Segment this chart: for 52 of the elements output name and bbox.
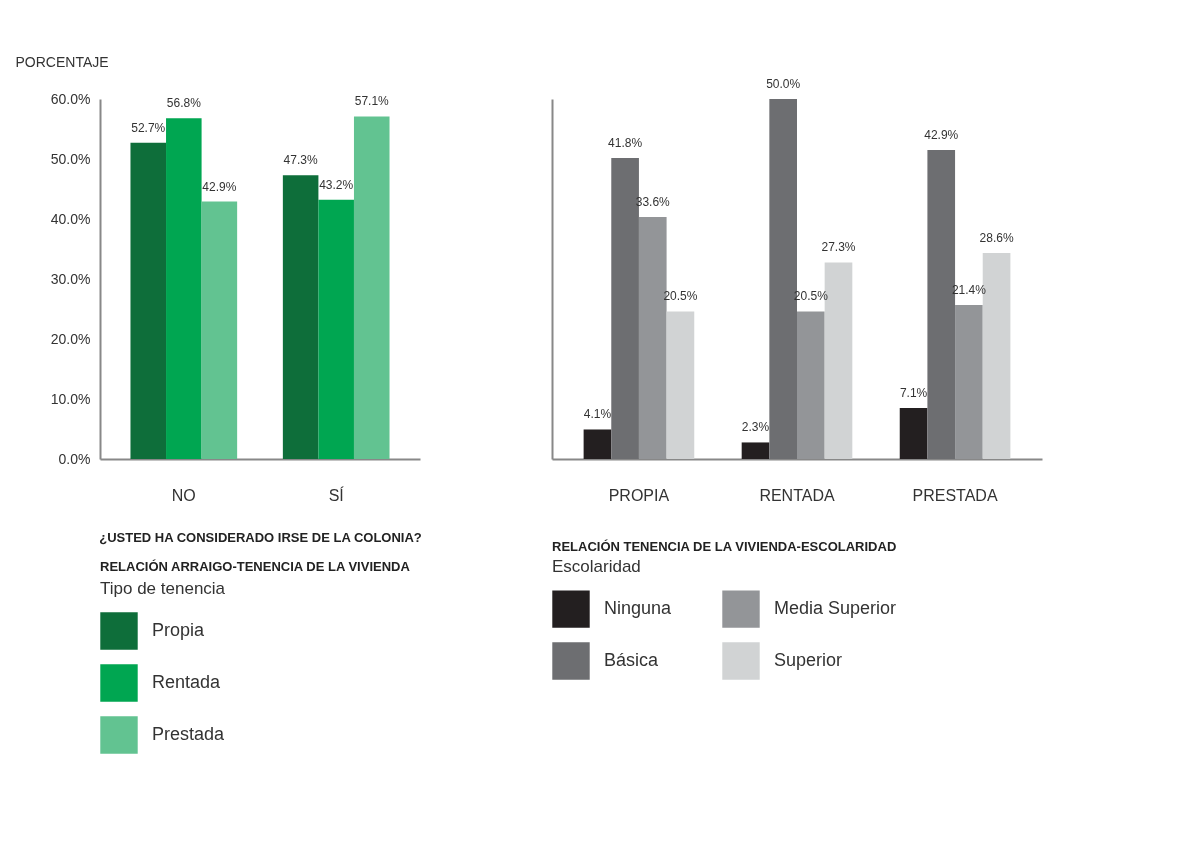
y-tick-label: 30.0% — [50, 270, 91, 287]
legend-label: Propia — [152, 620, 206, 640]
x-tick-label: PRESTADA — [912, 486, 998, 504]
bar — [201, 201, 238, 459]
bar — [166, 118, 202, 459]
y-tick-label: 40.0% — [50, 210, 91, 227]
data-label: 50.0% — [766, 77, 801, 91]
data-label: 28.6% — [979, 231, 1014, 246]
bar — [955, 304, 983, 459]
bar — [741, 442, 770, 459]
data-label: 57.1% — [354, 94, 390, 109]
data-label: 27.3% — [821, 240, 856, 255]
data-label: 42.9% — [202, 179, 237, 194]
data-label: 4.1% — [583, 407, 612, 422]
legend-label: Rentada — [152, 672, 222, 692]
legend-label: Ninguna — [604, 598, 673, 619]
text: RELACIÓN ARRAIGO-TENENCIA DE LA VIVIENDA — [100, 559, 411, 574]
text: RELACIÓN TENENCIA DE LA VIVIENDA-ESCOLARIDAD — [552, 539, 897, 554]
x-tick-label: SÍ — [328, 485, 345, 504]
data-label: 2.3% — [741, 420, 770, 435]
bar — [583, 429, 612, 459]
y-tick-label: 10.0% — [50, 390, 91, 407]
data-label: 41.8% — [608, 136, 643, 151]
bar — [899, 407, 928, 459]
bar — [666, 311, 695, 459]
data-label: 47.3% — [283, 153, 318, 168]
legend-label: Media Superior — [774, 598, 897, 619]
legend-label: Superior — [774, 650, 843, 670]
y-tick-label: 60.0% — [50, 90, 91, 107]
legend-label: Básica — [604, 650, 660, 670]
y-axis-title: PORCENTAJE — [15, 53, 109, 70]
bar — [353, 116, 390, 459]
legend-title: Escolaridad — [552, 557, 641, 576]
legend-label: Prestada — [152, 724, 226, 744]
y-tick-label: 50.0% — [50, 150, 91, 167]
x-tick-label: RENTADA — [759, 486, 835, 504]
bar — [282, 175, 319, 459]
data-label: 52.7% — [131, 120, 166, 135]
data-label: 7.1% — [899, 385, 928, 400]
legend-title: Tipo de tenencia — [100, 579, 226, 598]
bar — [318, 199, 354, 459]
bar — [797, 311, 825, 459]
data-label: 42.9% — [924, 128, 959, 143]
bar — [130, 142, 167, 459]
y-tick-label: 0.0% — [58, 450, 91, 467]
x-axis-title: ¿USTED HA CONSIDERADO IRSE DE LA COLONIA? — [99, 529, 422, 545]
data-label: 56.8% — [166, 96, 202, 111]
x-tick-label: NO — [171, 486, 196, 504]
x-tick-label: PROPIA — [608, 486, 670, 504]
data-label: 43.2% — [319, 177, 354, 192]
y-tick-label: 20.0% — [50, 330, 91, 347]
data-label: 20.5% — [663, 289, 698, 304]
